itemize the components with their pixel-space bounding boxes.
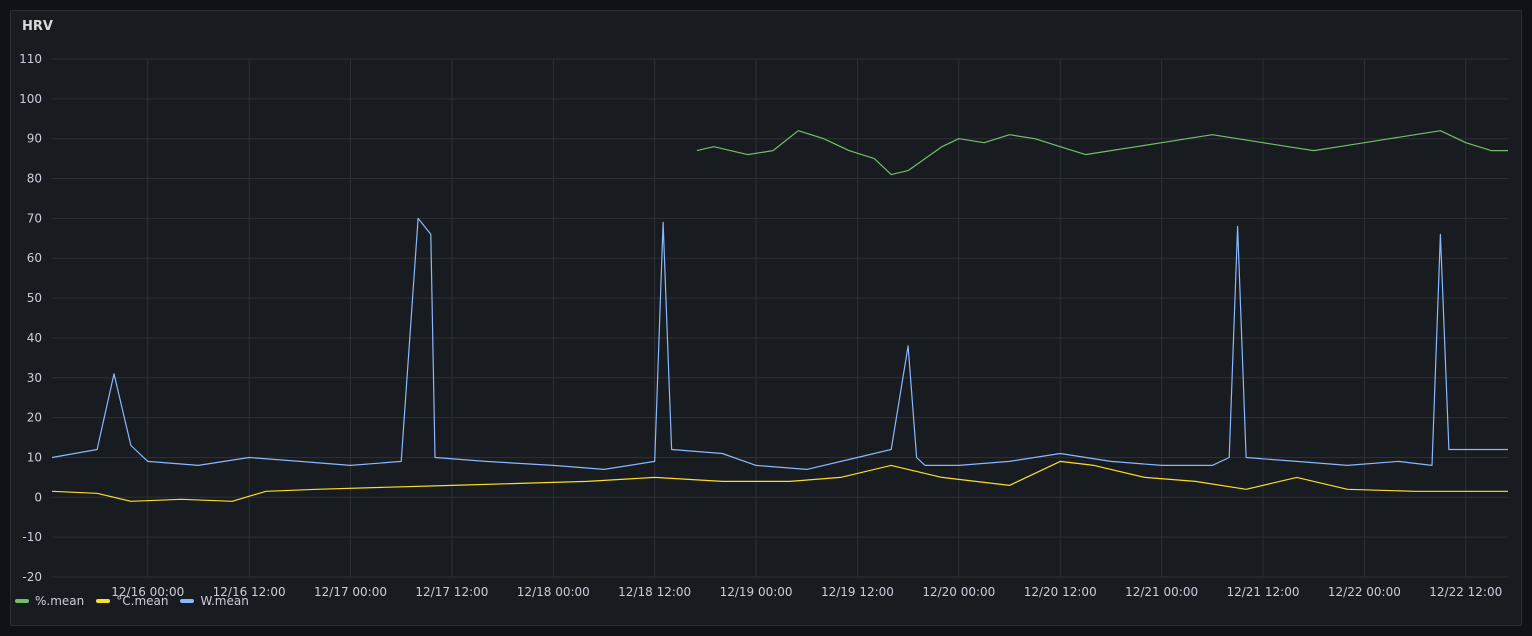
y-tick-label: 20 [27, 411, 42, 425]
legend: %.mean °C.mean W.mean [15, 594, 249, 608]
series-lines [51, 130, 1508, 502]
x-tick-label: 12/17 00:00 [314, 585, 387, 599]
y-tick-label: 0 [34, 490, 42, 504]
x-axis: 12/16 00:00 12/16 12:00 12/17 00:00 12/17 1… [111, 585, 1502, 599]
panel-title: HRV [22, 19, 53, 34]
y-tick-label: -20 [22, 570, 42, 584]
legend-swatch [15, 599, 29, 603]
y-tick-label: 70 [27, 211, 42, 225]
y-tick-label: 10 [27, 450, 42, 464]
x-tick-label: 12/19 00:00 [720, 585, 793, 599]
legend-item[interactable]: %.mean [15, 594, 84, 608]
series-line-2 [51, 217, 1508, 470]
x-tick-label: 12/16 12:00 [213, 585, 286, 599]
legend-label: %.mean [35, 594, 85, 608]
x-tick-label: 12/20 00:00 [922, 585, 995, 599]
grid [52, 58, 1508, 578]
legend-item[interactable]: W.mean [180, 594, 249, 608]
legend-item[interactable]: °C.mean [96, 594, 168, 608]
y-tick-label: 50 [27, 291, 42, 305]
x-tick-label: 12/20 12:00 [1024, 585, 1097, 599]
y-tick-label: 110 [19, 52, 42, 66]
y-tick-label: 100 [19, 92, 42, 106]
legend-swatch [180, 599, 195, 603]
hrv-panel: HRV [10, 10, 1522, 626]
y-tick-label: -10 [22, 530, 42, 544]
x-tick-label: 12/22 00:00 [1328, 585, 1401, 599]
x-tick-label: 12/21 00:00 [1125, 585, 1198, 599]
series-line-0 [696, 130, 1508, 176]
x-tick-label: 12/18 00:00 [517, 585, 590, 599]
x-tick-label: 12/18 12:00 [618, 585, 691, 599]
series-line-1 [51, 460, 1508, 502]
y-tick-label: 30 [27, 371, 42, 385]
y-tick-label: 80 [27, 172, 42, 186]
y-tick-label: 40 [27, 331, 42, 345]
legend-label: W.mean [200, 594, 249, 608]
x-tick-label: 12/19 12:00 [821, 585, 894, 599]
y-tick-label: 90 [27, 132, 42, 146]
x-tick-label: 12/22 12:00 [1429, 585, 1502, 599]
x-tick-label: 12/21 12:00 [1226, 585, 1299, 599]
legend-swatch [96, 599, 111, 603]
legend-label: °C.mean [116, 594, 169, 608]
y-tick-label: 60 [27, 251, 42, 265]
x-tick-label: 12/17 12:00 [415, 585, 488, 599]
x-tick-label: 12/16 00:00 [111, 585, 184, 599]
